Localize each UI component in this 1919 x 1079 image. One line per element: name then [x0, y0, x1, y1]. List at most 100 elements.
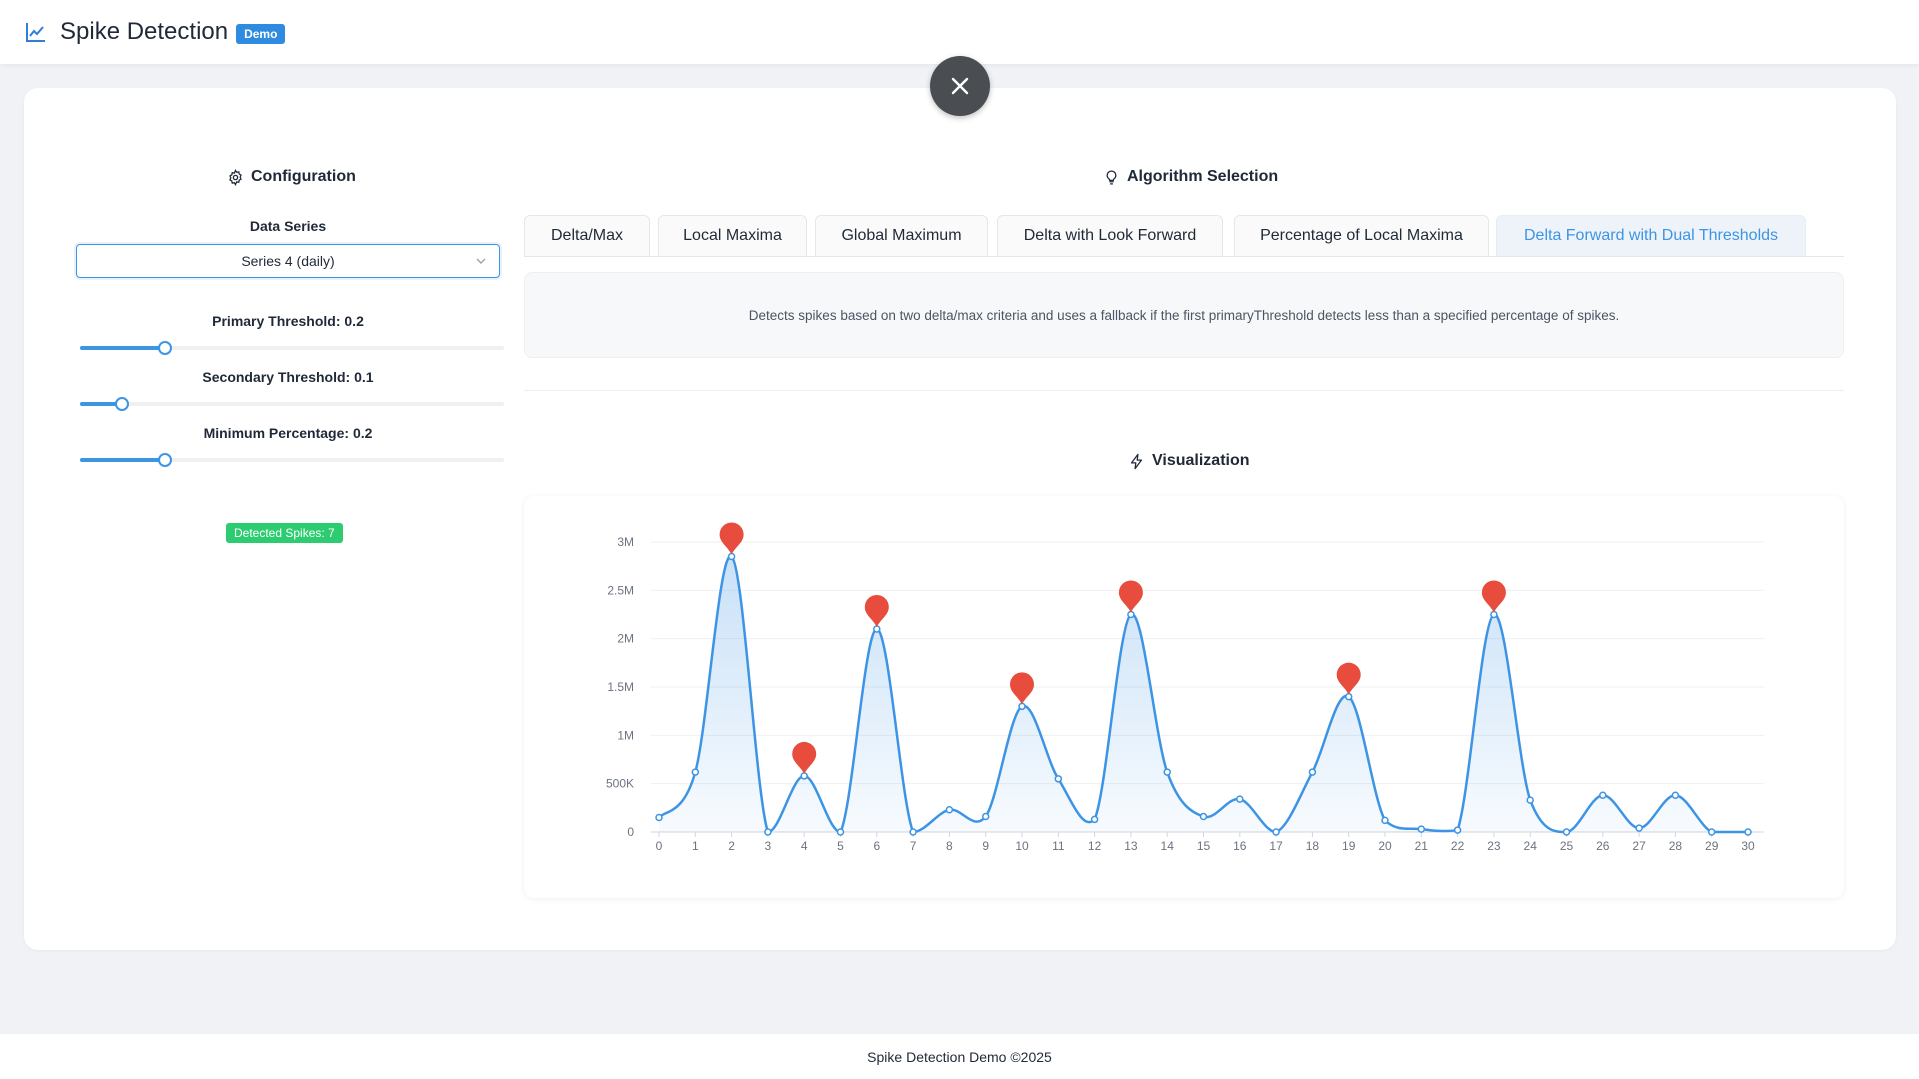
- y-tick-label: 0: [627, 825, 634, 839]
- x-tick-label: 3: [765, 839, 772, 853]
- x-tick-label: 13: [1124, 839, 1138, 853]
- data-point: [1599, 791, 1607, 800]
- thunderbolt-icon: [1130, 453, 1143, 469]
- data-point: [1054, 775, 1063, 783]
- x-tick-label: 0: [656, 839, 663, 853]
- primary-threshold-slider[interactable]: [80, 340, 504, 356]
- tab-global-maximum[interactable]: Global Maximum: [815, 215, 988, 256]
- tab-delta-max[interactable]: Delta/Max: [524, 215, 650, 256]
- x-tick-label: 24: [1524, 839, 1538, 853]
- data-point: [655, 813, 663, 822]
- x-tick-label: 15: [1197, 839, 1211, 853]
- slider-handle[interactable]: [115, 397, 130, 411]
- algorithm-tabs: Delta/Max Local Maxima Global Maximum De…: [524, 215, 1844, 257]
- slider-track: [80, 402, 504, 406]
- data-point: [1381, 816, 1389, 825]
- x-tick-label: 29: [1705, 839, 1719, 853]
- spike-marker: [1481, 580, 1506, 613]
- secondary-threshold-slider[interactable]: [80, 396, 504, 412]
- x-tick-label: 1: [692, 839, 699, 853]
- tab-label: Global Maximum: [841, 227, 962, 244]
- data-point: [1526, 796, 1534, 804]
- x-tick-label: 10: [1015, 839, 1029, 853]
- tab-local-maxima[interactable]: Local Maxima: [658, 215, 807, 256]
- series-area: [659, 556, 1748, 832]
- close-icon: [951, 77, 969, 95]
- tab-label: Delta Forward with Dual Thresholds: [1523, 227, 1779, 244]
- x-tick-label: 16: [1233, 839, 1247, 853]
- x-tick-label: 8: [946, 839, 953, 853]
- y-tick-label: 1M: [617, 728, 634, 742]
- x-tick-label: 18: [1306, 839, 1320, 853]
- tab-delta-forward-dual-thresholds[interactable]: Delta Forward with Dual Thresholds: [1496, 215, 1806, 256]
- tab-delta-look-forward[interactable]: Delta with Look Forward: [997, 215, 1223, 256]
- chevron-down-icon: [476, 258, 486, 264]
- demo-badge: Demo: [236, 24, 286, 44]
- slider-handle[interactable]: [157, 453, 172, 467]
- primary-threshold-label: Primary Threshold: 0.2: [212, 313, 364, 329]
- data-series-label: Data Series: [249, 218, 327, 234]
- data-point: [1562, 828, 1571, 836]
- app-title: Spike Detection: [60, 18, 229, 45]
- footer-text: Spike Detection Demo ©2025: [867, 1048, 1052, 1065]
- slider-fill: [80, 458, 165, 462]
- x-tick-label: 11: [1052, 839, 1065, 853]
- secondary-threshold-label: Secondary Threshold: 0.1: [202, 369, 374, 385]
- data-point: [691, 768, 700, 776]
- data-point: [1236, 795, 1244, 803]
- app-header: Spike Detection Demo: [0, 0, 1919, 64]
- data-series-select[interactable]: Series 4 (daily): [76, 244, 500, 278]
- x-tick-label: 2: [728, 839, 735, 853]
- y-tick-label: 1.5M: [607, 680, 634, 694]
- data-point: [909, 828, 917, 836]
- minimum-percentage-slider[interactable]: [80, 452, 504, 468]
- data-point: [1635, 824, 1643, 832]
- x-tick-label: 12: [1088, 839, 1102, 853]
- x-tick-label: 6: [873, 839, 880, 853]
- y-tick-label: 3M: [617, 535, 634, 549]
- data-point: [1744, 828, 1752, 836]
- visualization-title: Visualization: [1128, 452, 1250, 470]
- y-tick-label: 500K: [606, 777, 634, 791]
- x-tick-label: 20: [1378, 839, 1392, 853]
- x-tick-label: 26: [1596, 839, 1610, 853]
- x-tick-label: 5: [837, 839, 844, 853]
- data-point: [836, 828, 845, 836]
- visualization-title-label: Visualization: [1152, 452, 1250, 469]
- x-tick-label: 30: [1741, 839, 1755, 853]
- y-tick-label: 2.5M: [607, 583, 634, 597]
- divider: [524, 390, 1844, 391]
- x-tick-label: 7: [910, 839, 917, 853]
- data-point: [1272, 828, 1280, 836]
- series-line: [658, 555, 1748, 834]
- tab-label: Delta/Max: [550, 227, 624, 244]
- slider-fill: [80, 402, 123, 406]
- algorithm-description: Detects spikes based on two delta/max cr…: [524, 272, 1844, 358]
- spike-marker: [792, 741, 817, 774]
- tab-label: Percentage of Local Maxima: [1260, 227, 1463, 244]
- x-tick-label: 17: [1269, 839, 1283, 853]
- x-tick-label: 28: [1669, 839, 1683, 853]
- data-point: [1090, 815, 1099, 824]
- data-point: [1199, 812, 1208, 821]
- close-button[interactable]: [930, 56, 990, 116]
- chart-card: 0 500K 1M 1.5M 2M 2.5M 3M 0 1 2 3 4 5 6 7 8 9 10 11 12 13 14 1…: [524, 496, 1844, 898]
- line-chart-icon: [26, 23, 45, 42]
- y-tick-label: 2M: [617, 632, 634, 646]
- config-title: Configuration: [227, 168, 356, 186]
- tab-percentage-local-maxima[interactable]: Percentage of Local Maxima: [1234, 215, 1489, 256]
- data-point: [1417, 825, 1426, 833]
- data-point: [1707, 828, 1716, 836]
- data-point: [1453, 826, 1462, 834]
- spike-marker: [1010, 672, 1034, 705]
- spike-marker: [1118, 580, 1143, 613]
- tab-label: Local Maxima: [683, 227, 782, 244]
- x-tick-label: 4: [801, 839, 808, 853]
- data-point: [1671, 791, 1680, 800]
- x-tick-label: 27: [1632, 839, 1646, 853]
- slider-handle[interactable]: [157, 341, 172, 355]
- x-tick-label: 19: [1342, 839, 1356, 853]
- algorithm-title-label: Algorithm Selection: [1127, 168, 1279, 185]
- x-tick-label: 25: [1560, 839, 1574, 853]
